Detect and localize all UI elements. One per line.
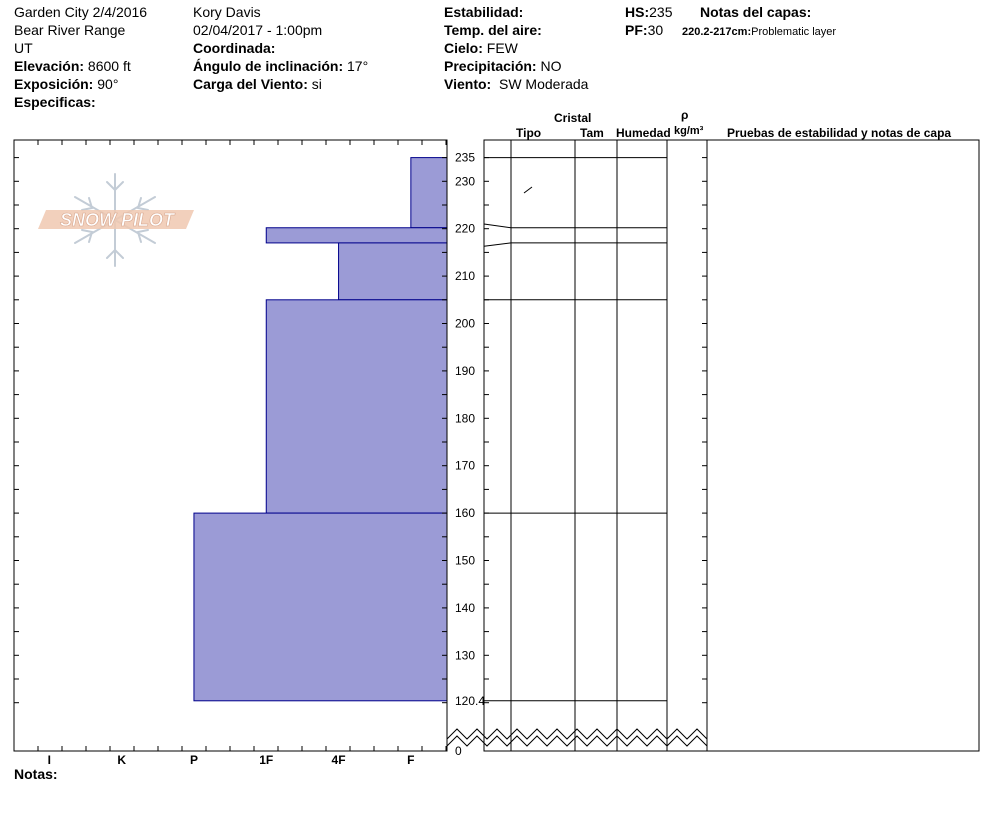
wind-label: Viento: (444, 76, 492, 92)
specifics-label: Especificas: (14, 94, 96, 110)
slope-label: Ángulo de inclinación: (193, 58, 344, 74)
elevation-value: 8600 ft (87, 58, 131, 74)
hardness-bar-5 (193, 512, 448, 702)
layer-note-text: Problematic layer (751, 26, 837, 38)
type-header: Tipo (516, 126, 542, 140)
slope-row: Ángulo de inclinación: 17° (193, 58, 368, 74)
precip-value: NO (540, 58, 562, 74)
y-tick-label: 120.4 (455, 694, 485, 708)
pf-row: PF:30 (625, 22, 663, 38)
wind-value: SW Moderada (498, 76, 589, 92)
moisture-header: Humedad (616, 126, 671, 140)
y-tick-label: 0 (455, 744, 462, 758)
y-tick-label: 160 (455, 506, 475, 520)
state: UT (14, 40, 33, 56)
axis-break-2 (446, 735, 708, 747)
wind-load-value: si (311, 76, 322, 92)
location: Garden City 2/4/2016 (14, 4, 148, 20)
aspect-row: Exposición: 90° (14, 76, 118, 92)
tests-header: Pruebas de estabilidad y notas de capa (727, 126, 952, 140)
range: Bear River Range (14, 22, 126, 38)
logo-text: SNOW PILOT (60, 210, 176, 230)
y-tick-label: 210 (455, 269, 475, 283)
crystal-header: Cristal (554, 111, 592, 125)
pf-label: PF: (625, 22, 648, 38)
precip-label: Precipitación: (444, 58, 537, 74)
x-tick-label: P (190, 753, 198, 767)
y-tick-label: 180 (455, 411, 475, 425)
sky-value: FEW (486, 40, 518, 56)
hardness-bar-1 (410, 157, 448, 229)
hs-row: HS:235 (625, 4, 672, 20)
rho-header: ρ (681, 108, 689, 122)
layer-notes-label: Notas del capas: (700, 4, 812, 20)
hardness-bar-4 (265, 299, 448, 514)
x-tick-label: K (117, 753, 126, 767)
crystal-symbol (523, 186, 533, 194)
hs-label: HS: (625, 4, 650, 20)
crystal-frame (483, 139, 708, 752)
datetime: 02/04/2017 - 1:00pm (193, 22, 323, 38)
x-tick-label: F (407, 753, 414, 767)
hardness-bar-3 (338, 242, 448, 301)
notes-label: Notas: (14, 766, 58, 782)
y-tick-label: 140 (455, 601, 475, 615)
hs-value: 235 (649, 4, 673, 20)
layer-note-row: 220.2-217cm:Problematic layer (682, 24, 836, 40)
y-tick-label: 200 (455, 317, 475, 331)
x-tick-label: 1F (259, 753, 273, 767)
sky-label: Cielo: (444, 40, 483, 56)
x-tick-label: 4F (332, 753, 346, 767)
observer: Kory Davis (193, 4, 261, 20)
stability-label: Estabilidad: (444, 4, 524, 20)
y-tick-label: 190 (455, 364, 475, 378)
x-tick-label: I (48, 753, 51, 767)
y-tick-label: 130 (455, 648, 475, 662)
pf-value: 30 (647, 22, 664, 38)
size-header: Tam (580, 126, 604, 140)
y-tick-label: 220 (455, 222, 475, 236)
slope-value: 17° (347, 58, 369, 74)
problem-layer-line-2 (483, 242, 667, 247)
wind-load-label: Carga del Viento: (193, 76, 308, 92)
elevation-row: Elevación: 8600 ft (14, 58, 131, 74)
y-tick-label: 230 (455, 174, 475, 188)
problem-layer-line-1 (483, 223, 667, 229)
wind-load-row: Carga del Viento: si (193, 76, 322, 92)
wind-row: Viento: SW Moderada (444, 76, 588, 92)
tests-frame (706, 139, 980, 752)
sky-row: Cielo: FEW (444, 40, 518, 56)
snowpilot-logo: SNOW PILOT (38, 173, 194, 267)
axis-break-1 (446, 728, 708, 740)
hardness-bar-2 (265, 227, 448, 244)
aspect-label: Exposición: (14, 76, 94, 92)
elevation-label: Elevación: (14, 58, 85, 74)
density-unit-header: kg/m³ (674, 125, 704, 137)
y-tick-label: 235 (455, 151, 475, 165)
air-temp-label: Temp. del aire: (444, 22, 542, 38)
layer-note-depth: 220.2-217cm: (682, 26, 752, 38)
aspect-value: 90° (97, 76, 119, 92)
precip-row: Precipitación: NO (444, 58, 561, 74)
coord-label: Coordinada: (193, 40, 276, 56)
y-tick-label: 170 (455, 459, 475, 473)
y-tick-label: 150 (455, 554, 475, 568)
